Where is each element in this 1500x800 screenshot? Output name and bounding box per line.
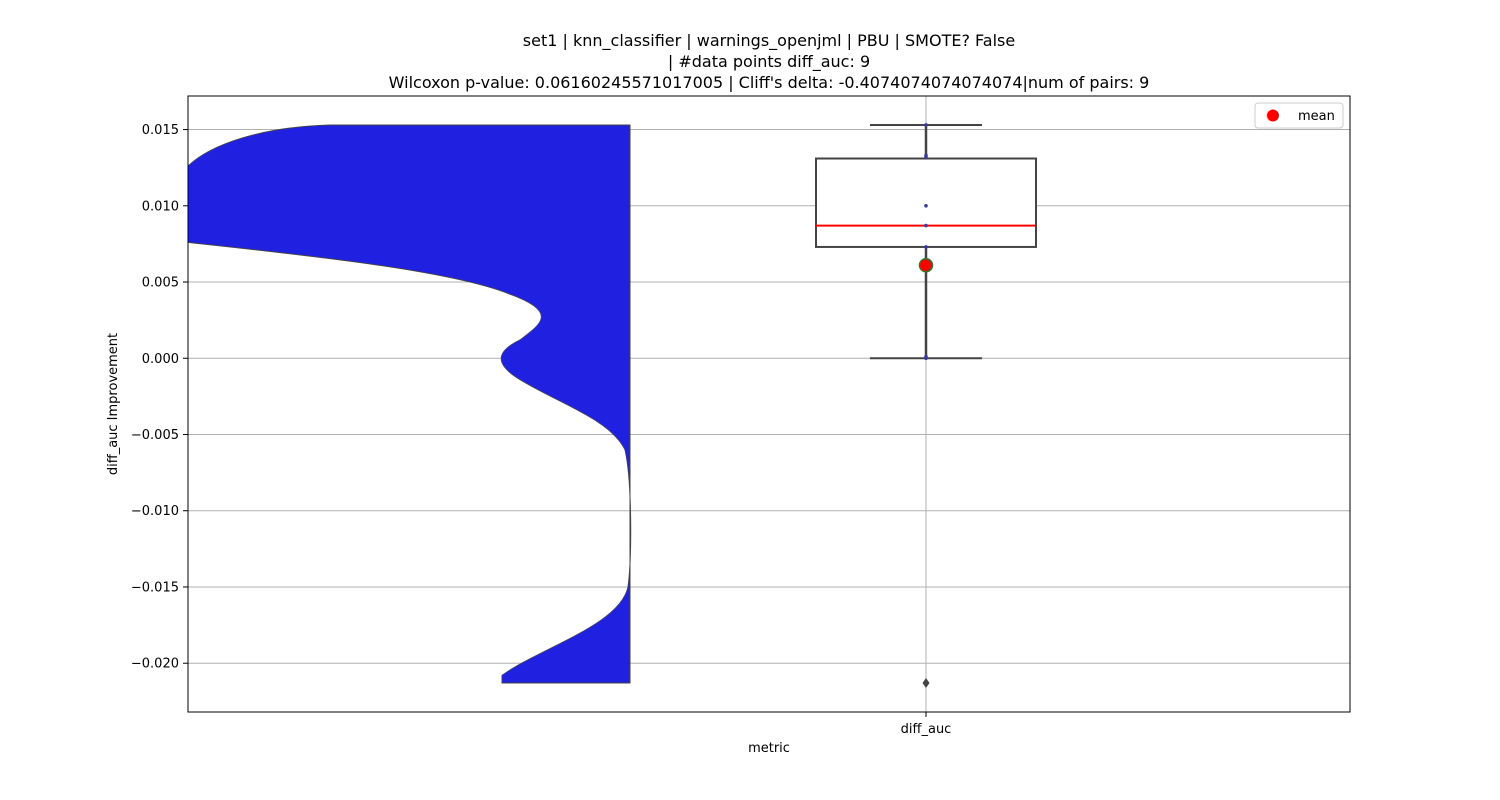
mean-marker xyxy=(918,257,934,273)
box-iqr xyxy=(815,157,1037,248)
data-point xyxy=(924,245,928,249)
box-plot xyxy=(815,123,1037,689)
title-line-3: Wilcoxon p-value: 0.06160245571017005 | … xyxy=(389,73,1150,92)
y-tick-label: −0.010 xyxy=(131,504,179,519)
legend: mean xyxy=(1254,102,1344,129)
title-line-2: | #data points diff_auc: 9 xyxy=(668,52,870,72)
y-tick-label: 0.015 xyxy=(142,123,179,138)
y-tick-label: 0.000 xyxy=(142,352,179,367)
violin-plot xyxy=(187,124,632,684)
violin-body xyxy=(187,124,632,684)
data-point xyxy=(924,203,928,208)
y-tick-label: −0.015 xyxy=(131,580,179,595)
y-tick-label: 0.010 xyxy=(142,199,179,214)
x-axis-label: metric xyxy=(748,741,790,756)
y-tick-label: −0.020 xyxy=(131,657,179,672)
plot-frame xyxy=(187,95,1351,713)
x-tick-label: diff_auc xyxy=(901,722,952,737)
data-point xyxy=(924,223,928,228)
data-point xyxy=(924,123,928,127)
y-tick-label: 0.005 xyxy=(142,276,179,291)
legend-box xyxy=(1254,102,1344,129)
x-axis-ticks: diff_auc xyxy=(901,712,952,737)
legend-marker xyxy=(1267,109,1279,122)
title-line-1: set1 | knn_classifier | warnings_openjml… xyxy=(523,31,1015,51)
y-axis-label: diff_auc Improvement xyxy=(106,333,121,475)
data-point xyxy=(924,356,928,361)
legend-label: mean xyxy=(1298,109,1335,124)
y-tick-label: −0.005 xyxy=(131,428,179,443)
chart-title: set1 | knn_classifier | warnings_openjml… xyxy=(389,31,1150,92)
data-point xyxy=(924,155,928,159)
outlier-point xyxy=(922,678,930,689)
y-axis-ticks: 0.015 0.010 0.005 0.000 −0.005 −0.010 −0.015 −0… xyxy=(131,123,188,672)
